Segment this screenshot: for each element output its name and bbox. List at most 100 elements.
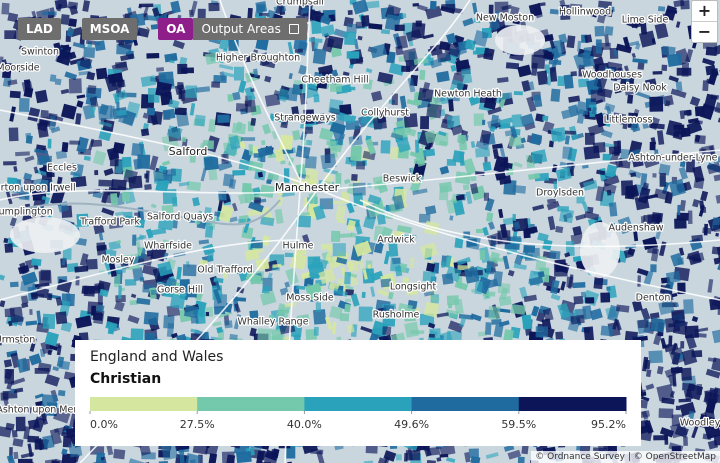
output-area [412, 188, 428, 196]
output-area [224, 320, 233, 329]
output-area [542, 115, 549, 121]
output-area [253, 197, 262, 206]
output-area [524, 121, 536, 131]
open-space [580, 222, 620, 278]
output-area [232, 91, 241, 101]
output-area [473, 113, 485, 126]
output-area [49, 344, 59, 351]
output-area [234, 297, 247, 302]
output-area [152, 7, 160, 17]
output-area [114, 211, 124, 216]
zoom-in[interactable]: + [697, 1, 712, 20]
open-space [495, 25, 545, 55]
output-area [643, 270, 654, 286]
output-area [99, 288, 109, 298]
output-area [141, 264, 158, 276]
output-area [150, 203, 157, 209]
output-area [139, 442, 152, 456]
output-area [627, 94, 634, 104]
output-area [648, 350, 663, 364]
output-area [298, 64, 308, 76]
output-area [585, 297, 595, 304]
output-area [0, 274, 6, 281]
output-area [566, 35, 576, 49]
output-area [332, 321, 337, 335]
output-area [536, 444, 548, 452]
output-area [229, 216, 238, 223]
output-area [86, 71, 96, 81]
output-area [359, 259, 365, 270]
output-area [570, 314, 585, 325]
crumb-msoa[interactable]: MSOA [81, 18, 138, 40]
output-area [650, 264, 657, 273]
output-area [650, 122, 665, 130]
output-area [21, 80, 33, 92]
output-area [488, 4, 494, 15]
output-area [284, 302, 296, 308]
output-area [360, 110, 376, 127]
output-area [64, 71, 78, 81]
output-area [274, 148, 285, 163]
output-area [665, 283, 671, 289]
crumb-oa[interactable]: OA [158, 18, 194, 40]
output-area [162, 168, 177, 177]
output-area [275, 303, 291, 320]
output-area [658, 163, 671, 176]
zoom-out[interactable]: − [692, 21, 717, 42]
output-area [594, 66, 599, 79]
output-area [492, 143, 503, 150]
output-area [440, 5, 456, 14]
output-area [705, 65, 717, 76]
output-area [300, 5, 310, 16]
output-area [186, 292, 197, 298]
output-area [446, 457, 456, 463]
output-area [188, 9, 194, 18]
output-area [29, 309, 33, 315]
output-area [641, 119, 649, 129]
output-area [513, 263, 527, 270]
output-area [362, 78, 373, 90]
output-area [705, 368, 720, 379]
output-area [595, 39, 602, 54]
output-area [499, 287, 509, 301]
output-area [591, 77, 599, 91]
output-area [420, 116, 430, 130]
output-area [363, 460, 374, 463]
place-label: Old Trafford [197, 265, 252, 276]
output-area [498, 175, 512, 185]
output-area [365, 138, 377, 155]
crumb-lad[interactable]: LAD [18, 18, 61, 40]
output-area [659, 288, 674, 302]
output-area [4, 30, 17, 39]
output-area [424, 130, 437, 144]
place-label: Crumpsall [276, 0, 324, 8]
output-area [698, 204, 705, 217]
output-area [253, 68, 259, 78]
output-area [118, 38, 125, 46]
output-area [127, 458, 145, 463]
output-area [642, 356, 649, 372]
legend-swatch [197, 397, 305, 411]
output-area [533, 6, 543, 19]
output-area [46, 179, 52, 192]
output-area [92, 150, 107, 166]
output-area [333, 288, 348, 297]
output-area [501, 4, 513, 11]
output-area [18, 45, 33, 53]
output-area [424, 205, 437, 215]
place-label: Beswick [383, 174, 422, 185]
output-area [531, 305, 540, 317]
output-area [680, 0, 690, 10]
place-label: Audenshaw [609, 223, 664, 234]
output-area [664, 343, 679, 353]
output-area [78, 332, 89, 342]
output-area [259, 184, 275, 199]
zoom-control: + − [691, 0, 718, 43]
output-area [485, 322, 492, 335]
output-area [144, 184, 152, 190]
output-area [365, 443, 378, 454]
output-area [144, 333, 155, 341]
output-area [455, 194, 465, 201]
output-area [550, 279, 560, 295]
